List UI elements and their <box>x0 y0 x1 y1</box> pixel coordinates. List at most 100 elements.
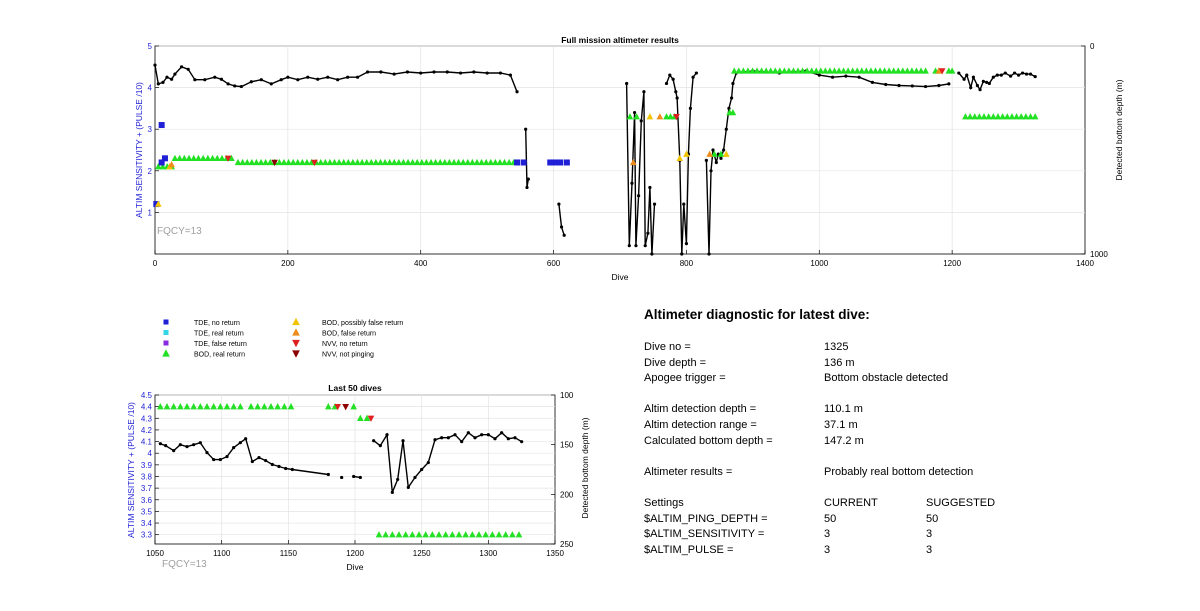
bod-real-return-marker <box>749 67 756 74</box>
depth-point <box>270 462 274 467</box>
settings-label: Settings <box>644 497 684 509</box>
bod-real-return-marker <box>358 158 366 166</box>
y-tick-label-right: 150 <box>560 441 574 450</box>
depth-point <box>259 78 263 82</box>
bod-real-return-marker <box>350 403 357 410</box>
sensitivity-label: $ALTIM_SENSITIVITY = <box>644 528 765 541</box>
tde-no-return-marker <box>514 159 521 166</box>
depth-point <box>817 73 821 77</box>
depth-point <box>336 78 340 82</box>
depth-point <box>432 70 436 74</box>
bod-real-return-marker <box>899 67 907 74</box>
bod-real-return-marker <box>345 158 352 166</box>
depth-point <box>406 485 410 489</box>
legend-nvv-not-pinging-icon <box>292 350 300 358</box>
depth-point <box>213 75 217 79</box>
bod-real-return-marker <box>872 67 879 74</box>
depth-point <box>340 475 344 480</box>
bod-real-return-marker <box>744 67 752 74</box>
bod-real-return-marker <box>729 108 737 116</box>
bod-real-return-marker <box>853 67 861 74</box>
depth-point <box>458 71 463 75</box>
bod-real-return-marker <box>799 67 806 74</box>
bod-real-return-marker <box>501 158 508 166</box>
full-mission-plot: 0 200 400 600 800 1000 1200 1400 1 2 3 4 5 0 1000 Fu… <box>134 35 1124 282</box>
bod-real-return-marker <box>835 67 843 74</box>
bod-real-return-marker <box>159 163 167 170</box>
depth-point <box>957 71 961 75</box>
depth-point <box>316 77 320 81</box>
diagnostic-title: Altimeter diagnostic for latest dive: <box>644 307 870 322</box>
y-tick-label-left: 3.9 <box>141 461 153 470</box>
altim-detection-range-label: Altim detection range = <box>644 419 757 431</box>
depth-point <box>1003 71 1007 75</box>
depth-point <box>1024 72 1029 76</box>
dive-depth-value: 136 m <box>824 356 855 369</box>
depth-point <box>515 90 519 94</box>
bod-real-return-marker <box>711 150 718 157</box>
depth-point <box>897 83 901 88</box>
depth-point <box>269 82 273 86</box>
bod-real-return-marker <box>390 158 398 166</box>
bod-real-return-marker <box>363 414 371 421</box>
depth-point <box>358 475 362 480</box>
depth-point <box>1016 73 1021 77</box>
bod-real-return-marker <box>822 67 829 74</box>
bod-real-return-marker <box>475 531 483 538</box>
depth-point <box>731 81 735 86</box>
bod-real-return-marker <box>261 403 268 410</box>
legend-label: BOD, false return <box>322 331 376 338</box>
depth-point <box>671 77 675 81</box>
nvv-no-return-marker <box>673 114 680 121</box>
depth-point <box>426 460 430 465</box>
depth-point <box>244 437 248 441</box>
depth-point <box>691 75 695 79</box>
bod-real-return-marker <box>409 158 416 166</box>
nvv-not-pinging-marker <box>342 403 349 411</box>
bod-real-return-marker <box>817 67 825 74</box>
tde-no-return-marker <box>158 159 165 166</box>
depth-point <box>164 444 168 448</box>
bod-real-return-marker <box>280 158 288 166</box>
depth-point <box>153 63 157 67</box>
bod-real-return-marker <box>794 67 802 74</box>
bod-real-return-marker <box>1013 113 1020 120</box>
altimeter-results-value: Probably real bottom detection <box>824 465 974 478</box>
depth-point <box>326 472 330 477</box>
depth-point <box>203 78 207 82</box>
depth-point <box>830 75 835 79</box>
depth-point <box>264 458 268 463</box>
bod-real-return-marker <box>473 158 481 166</box>
depth-point <box>472 70 476 74</box>
depth-point <box>165 75 169 79</box>
x-tick-label: 1250 <box>413 549 431 558</box>
depth-point <box>650 252 654 256</box>
calculated-bottom-depth-label: Calculated bottom depth = <box>644 434 773 447</box>
depth-point <box>378 444 382 448</box>
x-tick-label: 1000 <box>810 259 828 268</box>
depth-point <box>493 437 497 441</box>
y-tick-label-right: 0 <box>1090 42 1095 51</box>
y-tick-label-right: 1000 <box>1090 250 1108 259</box>
bod-real-return-marker <box>340 158 348 166</box>
bod-false-return-marker <box>629 158 637 166</box>
bod-real-return-marker <box>442 531 449 538</box>
depth-point <box>433 438 437 442</box>
depth-point <box>646 231 650 235</box>
depth-point <box>508 73 512 77</box>
depth-point <box>218 457 222 462</box>
pulse-suggested: 3 <box>926 543 933 556</box>
bod-real-return-marker <box>844 67 852 74</box>
bod-real-return-marker <box>790 67 797 74</box>
depth-point <box>1020 71 1025 75</box>
depth-point <box>711 148 715 152</box>
bod-real-return-marker <box>377 158 384 166</box>
depth-point <box>296 78 300 82</box>
depth-point <box>630 181 634 185</box>
nvv-no-return-marker <box>224 155 232 162</box>
y-tick-label-left: 3 <box>148 125 153 134</box>
depth-point <box>179 65 184 69</box>
sensitivity-current: 3 <box>824 528 831 541</box>
bod-real-return-marker <box>209 154 216 162</box>
